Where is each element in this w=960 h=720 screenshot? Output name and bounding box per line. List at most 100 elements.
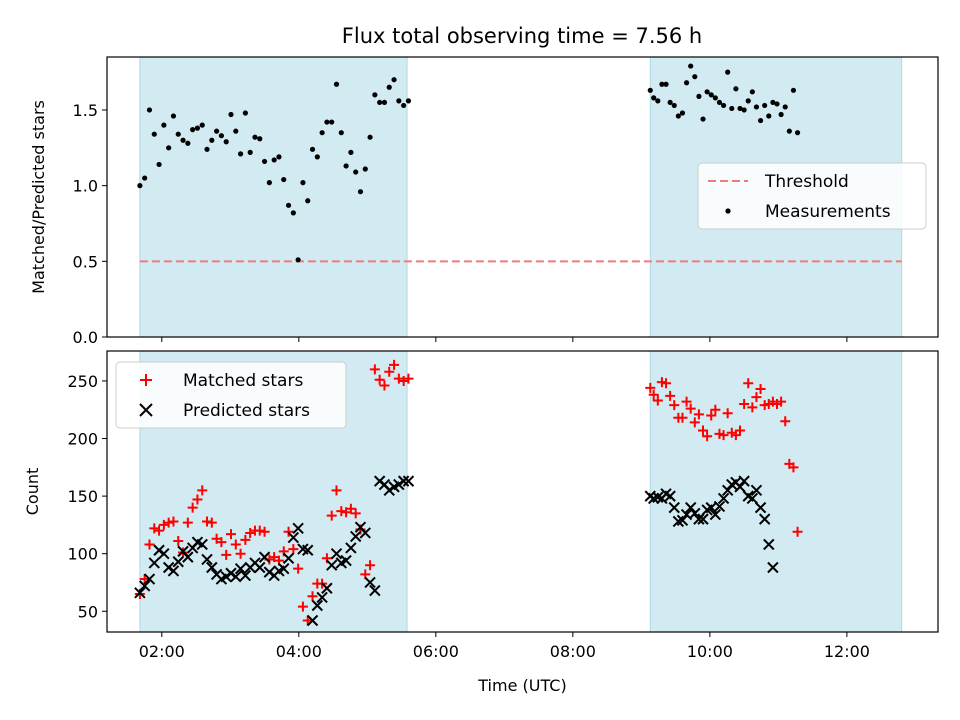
matched-point — [645, 382, 656, 393]
matched-point — [307, 591, 318, 602]
y-tick-label: 1.0 — [73, 177, 98, 196]
matched-point — [652, 395, 663, 406]
matched-point — [173, 536, 184, 547]
matched-point — [182, 517, 193, 528]
predicted-point — [767, 561, 779, 574]
matched-point — [677, 412, 688, 423]
predicted-point — [349, 530, 362, 543]
matched-point — [706, 410, 717, 421]
measurement-point — [778, 111, 784, 118]
matched-point — [743, 378, 754, 389]
measurement-point — [683, 80, 690, 86]
measurement-point — [362, 166, 368, 172]
axes-frame — [106, 350, 939, 633]
x-tick-label: 02:00 — [139, 642, 185, 661]
predicted-point — [311, 599, 324, 612]
matched-point — [365, 560, 376, 571]
measurement-point — [199, 122, 205, 128]
measurement-point — [725, 69, 731, 75]
matched-point — [776, 396, 787, 407]
measurement-point — [237, 151, 244, 157]
measurement-point — [696, 93, 702, 99]
matched-point — [283, 526, 294, 537]
measurement-point — [749, 89, 755, 95]
predicted-point — [206, 561, 218, 574]
matched-point — [698, 425, 709, 436]
y-tick-label: 100 — [67, 545, 98, 564]
matched-point — [689, 417, 700, 428]
measurement-point — [729, 105, 735, 112]
series-matched-stars — [134, 359, 803, 626]
predicted-point — [201, 553, 213, 566]
predicted-point — [402, 475, 415, 487]
matched-point — [293, 563, 304, 574]
observing-span-1 — [649, 350, 903, 633]
measurement-point — [290, 210, 296, 216]
matched-point — [168, 516, 179, 527]
matched-point — [202, 516, 213, 527]
measurement-point — [737, 105, 743, 112]
predicted-point — [676, 514, 689, 526]
matched-point — [681, 396, 692, 407]
measurement-point — [679, 110, 686, 116]
legend: Matched stars Predicted stars — [115, 361, 347, 429]
measurement-point — [329, 119, 335, 125]
measurement-point — [720, 102, 727, 109]
matched-point — [398, 375, 409, 386]
measurement-point — [175, 131, 181, 137]
predicted-point — [196, 538, 208, 551]
series-measurements — [137, 63, 801, 263]
matched-point — [221, 549, 232, 560]
matched-point — [384, 366, 395, 377]
predicted-point — [359, 527, 371, 539]
predicted-point — [689, 507, 701, 520]
predicted-point — [172, 556, 184, 568]
matched-point — [225, 529, 236, 540]
y-tick-label: 0.5 — [73, 252, 98, 271]
predicted-point — [278, 562, 290, 575]
measurement-point — [794, 130, 801, 136]
matched-point — [747, 402, 758, 413]
measurement-point — [353, 169, 359, 175]
measurement-point — [161, 122, 167, 128]
predicted-point — [182, 551, 194, 563]
measurement-point — [386, 84, 392, 90]
measurement-point — [300, 180, 306, 186]
matched-point — [751, 392, 762, 403]
matched-point — [245, 527, 256, 538]
predicted-point — [325, 559, 338, 571]
y-tick-label: 50 — [78, 602, 98, 621]
measurement-point — [247, 149, 253, 155]
axes-frame — [106, 56, 939, 338]
predicted-point — [148, 557, 160, 569]
predicted-point — [230, 571, 242, 583]
y-tick-label: 200 — [67, 430, 98, 449]
y-tick-label: 250 — [67, 372, 98, 391]
measurement-point — [137, 183, 143, 189]
measurement-point — [285, 202, 292, 208]
measurement-point — [377, 99, 383, 106]
measurement-point — [774, 101, 780, 107]
predicted-point — [316, 591, 328, 604]
predicted-point — [397, 475, 410, 487]
measurement-point — [242, 110, 248, 116]
legend-box — [697, 162, 927, 230]
predicted-point — [364, 576, 376, 589]
measurement-point — [348, 149, 354, 155]
matched-point — [288, 544, 299, 555]
measurement-point — [252, 134, 258, 140]
measurement-point — [396, 98, 402, 104]
matched-point — [197, 485, 208, 496]
matched-point — [379, 380, 390, 391]
measurement-point — [733, 86, 739, 92]
x-tick-label: 08:00 — [550, 642, 596, 661]
predicted-point — [287, 531, 300, 544]
matched-point — [302, 615, 313, 626]
predicted-point — [717, 492, 730, 505]
y-axis-label: Count — [23, 468, 42, 516]
matched-point — [192, 494, 203, 505]
matched-point — [718, 430, 729, 441]
predicted-point — [138, 580, 151, 592]
measurement-point — [185, 140, 191, 146]
matched-point — [154, 525, 165, 536]
